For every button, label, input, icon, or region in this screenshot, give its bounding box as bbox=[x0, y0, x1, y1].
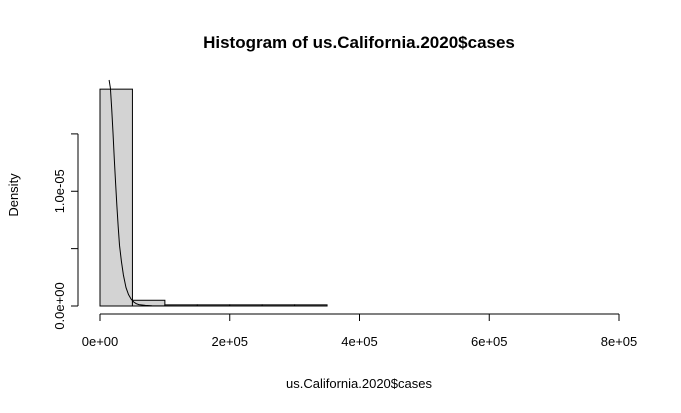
x-tick-label-0: 0e+00 bbox=[82, 334, 119, 349]
x-tick-label-4: 8e+05 bbox=[601, 334, 638, 349]
y-tick-label-0: 0.0e+00 bbox=[52, 282, 67, 329]
y-axis-label: Density bbox=[6, 173, 21, 217]
y-tick-label-1: 1.0e-05 bbox=[52, 169, 67, 213]
chart-title: Histogram of us.California.2020$cases bbox=[203, 33, 515, 52]
x-tick-label-3: 6e+05 bbox=[471, 334, 508, 349]
y-axis: 0.0e+00 1.0e-05 bbox=[52, 133, 79, 330]
histogram-bar-6 bbox=[294, 304, 328, 307]
density-curve-group bbox=[108, 79, 230, 307]
x-tick-label-2: 4e+05 bbox=[341, 334, 378, 349]
histogram-bars bbox=[99, 88, 328, 307]
histogram-bar-4 bbox=[229, 304, 263, 307]
histogram-bar-5 bbox=[261, 304, 296, 307]
density-curve bbox=[108, 79, 230, 307]
x-axis: 0e+00 2e+05 4e+05 6e+05 8e+05 bbox=[82, 313, 638, 349]
x-tick-label-1: 2e+05 bbox=[211, 334, 248, 349]
x-axis-label: us.California.2020$cases bbox=[286, 376, 432, 391]
